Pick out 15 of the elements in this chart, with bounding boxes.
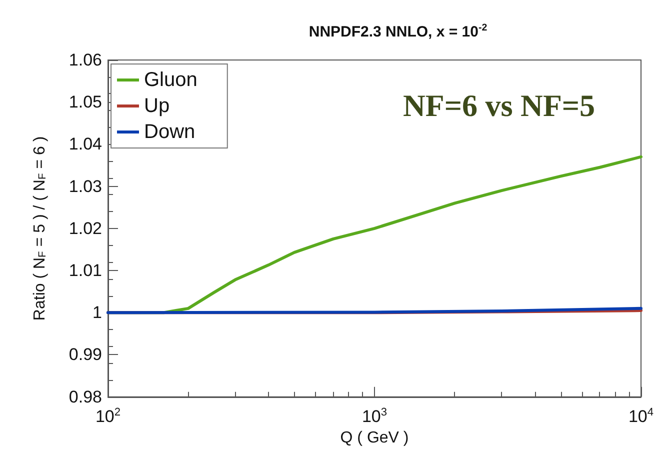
y-tick-label: 1.01 (68, 261, 102, 280)
x-axis-title: Q ( GeV ) (340, 430, 409, 446)
legend-label: Up (144, 95, 170, 117)
y-tick-label: 1.06 (68, 50, 102, 70)
legend-label: Gluon (144, 69, 198, 91)
y-tick-label: 0.99 (68, 345, 102, 364)
y-tick-label: 1.02 (68, 218, 102, 238)
y-tick-label: 0.98 (68, 387, 102, 406)
y-tick-label: 1.04 (68, 134, 102, 154)
legend-label: Down (144, 121, 196, 143)
annotation: NF=6 vs NF=5 (403, 88, 596, 123)
y-tick-label: 1.03 (68, 176, 102, 196)
y-tick-label: 1.05 (68, 92, 102, 112)
y-tick-label: 1 (92, 303, 102, 322)
y-axis-title: Ratio ( NF = 5 ) / ( NF = 6 ) (31, 136, 48, 321)
